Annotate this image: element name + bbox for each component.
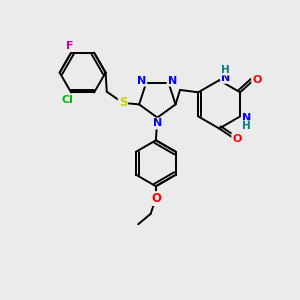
Text: S: S — [119, 96, 127, 110]
Text: O: O — [252, 75, 262, 85]
Text: H: H — [221, 64, 230, 75]
Text: H: H — [242, 121, 251, 131]
Text: N: N — [221, 73, 230, 83]
Text: N: N — [242, 113, 251, 123]
Text: O: O — [151, 192, 161, 205]
Text: Cl: Cl — [62, 95, 74, 105]
Text: O: O — [232, 134, 242, 144]
Text: N: N — [153, 118, 162, 128]
Text: N: N — [167, 76, 177, 85]
Text: F: F — [66, 41, 74, 51]
Text: N: N — [137, 76, 146, 85]
